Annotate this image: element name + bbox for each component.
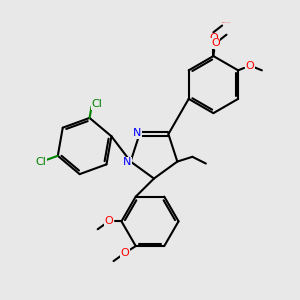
Text: N: N [134, 128, 142, 138]
Text: methoxy_top: methoxy_top [221, 21, 231, 22]
Text: O: O [211, 38, 220, 48]
Text: Cl: Cl [35, 157, 46, 167]
Text: N: N [123, 157, 132, 167]
Text: O: O [246, 61, 254, 70]
Text: Cl: Cl [91, 99, 102, 109]
Text: O: O [120, 248, 129, 258]
Text: O: O [209, 33, 218, 43]
Text: O: O [104, 216, 113, 226]
